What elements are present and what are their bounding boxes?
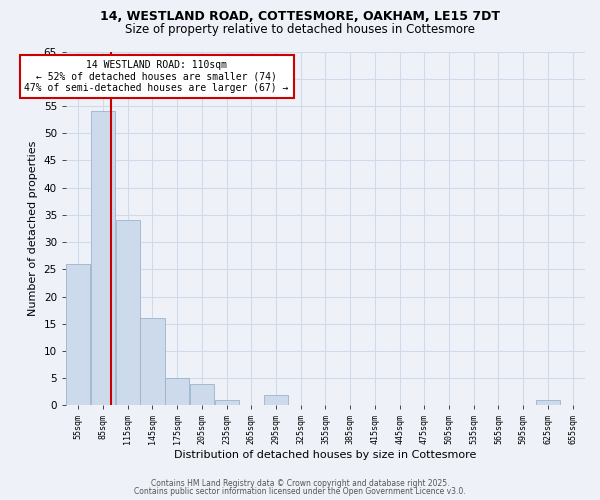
Bar [67, 264, 91, 406]
Bar [116, 220, 140, 406]
Text: Size of property relative to detached houses in Cottesmore: Size of property relative to detached ho… [125, 22, 475, 36]
Bar [190, 384, 214, 406]
X-axis label: Distribution of detached houses by size in Cottesmore: Distribution of detached houses by size … [175, 450, 476, 460]
Bar [91, 112, 115, 406]
Text: 14 WESTLAND ROAD: 110sqm
← 52% of detached houses are smaller (74)
47% of semi-d: 14 WESTLAND ROAD: 110sqm ← 52% of detach… [25, 60, 289, 93]
Bar [165, 378, 189, 406]
Text: Contains public sector information licensed under the Open Government Licence v3: Contains public sector information licen… [134, 487, 466, 496]
Bar [215, 400, 239, 406]
Bar [264, 394, 288, 406]
Bar [140, 318, 164, 406]
Y-axis label: Number of detached properties: Number of detached properties [28, 141, 38, 316]
Text: 14, WESTLAND ROAD, COTTESMORE, OAKHAM, LE15 7DT: 14, WESTLAND ROAD, COTTESMORE, OAKHAM, L… [100, 10, 500, 23]
Bar [536, 400, 560, 406]
Text: Contains HM Land Registry data © Crown copyright and database right 2025.: Contains HM Land Registry data © Crown c… [151, 478, 449, 488]
